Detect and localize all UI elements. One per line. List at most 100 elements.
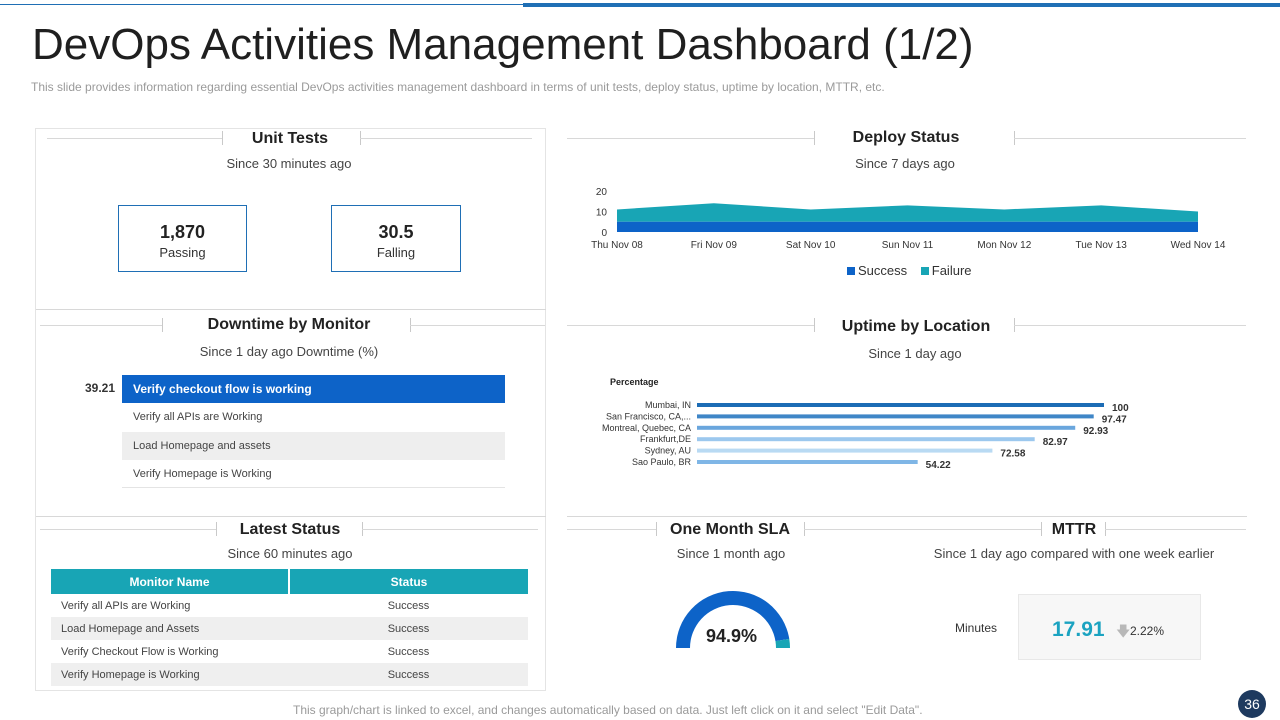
uptime-by-location-chart: Percentage Mumbai, IN 100 San Francisco, CA… — [602, 377, 1129, 471]
status-cell: Success — [289, 663, 528, 686]
bar-2 — [697, 425, 1076, 430]
passing-value: 1,870 — [159, 222, 206, 242]
legend-item-failure: Failure — [920, 263, 972, 278]
mttr-card: 17.91 🡇 2.22% — [1018, 594, 1201, 660]
status-cell: Success — [289, 617, 528, 640]
series-area-success — [617, 221, 1198, 232]
section-divider — [40, 325, 162, 326]
section-divider — [47, 138, 222, 139]
divider-tick — [656, 522, 657, 536]
bar-3 — [697, 437, 1035, 442]
arrow-down-icon: 🡇 — [1116, 623, 1131, 639]
table-row[interactable]: Verify Checkout Flow is Working Success — [51, 640, 528, 663]
x-tick-label: Sun Nov 11 — [882, 240, 934, 251]
table-row[interactable]: Verify all APIs are Working Success — [51, 594, 528, 617]
section-divider — [362, 529, 538, 530]
deploy-status-subtitle: Since 7 days ago — [855, 156, 955, 171]
status-cell: Success — [387, 645, 430, 658]
failing-value: 30.5 — [378, 222, 414, 242]
bar-1 — [697, 414, 1094, 419]
sla-subtitle: Since 1 month ago — [676, 546, 786, 561]
bar-0 — [697, 403, 1104, 407]
divider-tick — [162, 318, 163, 332]
unit-tests-subtitle: Since 30 minutes ago — [226, 156, 352, 171]
mttr-subtitle: Since 1 day ago compared with one week e… — [933, 546, 1215, 561]
failing-label: Falling — [376, 245, 416, 260]
passing-card: 1,870 Passing — [118, 205, 247, 272]
y-tick-label: 0 — [601, 228, 607, 239]
legend-swatch-failure — [920, 267, 929, 275]
footer-note: This graph/chart is linked to excel, and… — [293, 703, 923, 717]
divider-tick — [814, 318, 815, 332]
section-divider — [567, 325, 814, 326]
y-tick-label: 20 — [596, 187, 608, 198]
data-label: 72.58 — [1000, 449, 1025, 460]
axis-title-percentage: Percentage — [610, 377, 659, 387]
mttr-title: MTTR — [1051, 521, 1097, 538]
monitor-name-cell: Verify all APIs are Working — [61, 599, 191, 612]
category-label: Sao Paulo, BR — [632, 457, 692, 467]
section-divider — [567, 138, 814, 139]
uptime-title: Uptime by Location — [841, 318, 991, 335]
mttr-change: 2.22% — [1130, 624, 1165, 638]
legend-label: Failure — [931, 263, 972, 278]
y-tick-label: 10 — [596, 208, 608, 219]
latest-status-table: Monitor Name Status Verify all APIs are … — [51, 569, 528, 686]
deploy-status-chart: 0 10 20 Thu Nov 08 Fri Nov 09 Sat Nov 10 Sun N… — [591, 187, 1226, 251]
passing-label: Passing — [159, 245, 206, 260]
column-header-status[interactable]: Status — [288, 569, 528, 594]
downtime-value: 39.21 — [85, 381, 116, 395]
x-tick-label: Thu Nov 08 — [591, 240, 643, 251]
deploy-legend: Success Failure — [847, 263, 982, 278]
data-label: 92.93 — [1083, 426, 1108, 437]
uptime-subtitle: Since 1 day ago — [868, 346, 962, 361]
monitor-name-cell: Load Homepage and Assets — [51, 617, 289, 640]
category-label: Montreal, Quebec, CA — [602, 423, 691, 433]
status-cell: Success — [387, 599, 430, 612]
table-row[interactable]: Load Homepage and Assets Success — [51, 617, 528, 640]
gauge-remainder — [775, 638, 790, 648]
column-header-monitor-name[interactable]: Monitor Name — [51, 569, 289, 594]
unit-tests-title: Unit Tests — [251, 130, 329, 147]
failing-card: 30.5 Falling — [331, 205, 461, 272]
data-label: 97.47 — [1102, 414, 1127, 425]
mttr-unit-label: Minutes — [955, 621, 998, 635]
section-separator — [36, 309, 546, 310]
monitor-name-cell: Verify Homepage is Working — [51, 663, 289, 686]
data-label: 82.97 — [1043, 437, 1068, 448]
table-row[interactable]: Verify Homepage is Working Success — [51, 663, 528, 686]
bar-5 — [697, 460, 918, 464]
section-divider — [567, 529, 656, 530]
section-divider — [360, 138, 532, 139]
downtime-row[interactable]: Verify all APIs are Working — [133, 411, 263, 423]
category-label: Mumbai, IN — [645, 400, 691, 410]
x-tick-label: Fri Nov 09 — [691, 240, 738, 251]
category-label: Sydney, AU — [645, 446, 691, 456]
mttr-value: 17.91 — [1052, 618, 1105, 641]
section-divider — [1105, 529, 1246, 530]
x-tick-label: Sat Nov 10 — [786, 240, 836, 251]
series-area-failure — [617, 203, 1198, 222]
downtime-row-selected[interactable]: Verify checkout flow is working — [122, 375, 505, 403]
divider-tick — [216, 522, 217, 536]
deploy-status-title: Deploy Status — [852, 129, 960, 146]
sla-gauge — [676, 591, 790, 648]
section-separator — [567, 516, 1247, 517]
bar-4 — [697, 448, 993, 453]
section-divider — [410, 325, 545, 326]
legend-item-success: Success — [847, 263, 907, 278]
divider-tick — [222, 131, 223, 145]
top-accent-line — [0, 4, 523, 5]
downtime-subtitle: Since 1 day ago Downtime (%) — [199, 344, 379, 359]
section-divider — [1014, 138, 1246, 139]
gauge-fill — [676, 591, 790, 648]
page-number-badge: 36 — [1238, 690, 1266, 718]
category-label: San Francisco, CA,... — [606, 411, 691, 421]
legend-label: Success — [858, 263, 908, 278]
section-separator — [36, 516, 546, 517]
downtime-row[interactable]: Load Homepage and assets — [122, 432, 505, 460]
x-tick-label: Wed Nov 14 — [1171, 240, 1226, 251]
divider-tick — [814, 131, 815, 145]
downtime-row[interactable]: Verify Homepage is Working — [122, 460, 505, 488]
